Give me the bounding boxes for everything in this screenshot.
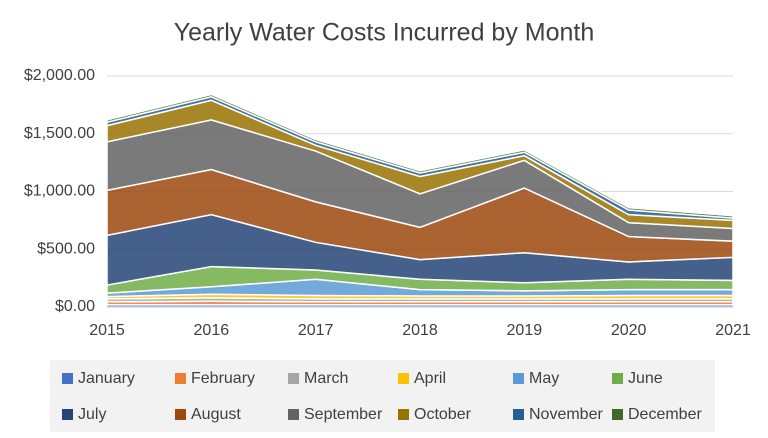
legend-swatch bbox=[288, 409, 299, 420]
legend-label: August bbox=[191, 406, 241, 423]
legend-swatch bbox=[175, 409, 186, 420]
legend-label: September bbox=[304, 406, 383, 423]
legend-swatch bbox=[62, 409, 73, 420]
chart-title: Yearly Water Costs Incurred by Month bbox=[174, 19, 595, 47]
legend-swatch bbox=[398, 373, 409, 384]
x-tick-label: 2015 bbox=[89, 322, 125, 339]
legend-label: December bbox=[628, 406, 702, 423]
legend-label: June bbox=[628, 370, 663, 387]
legend-swatch bbox=[398, 409, 409, 420]
legend-swatch bbox=[513, 409, 524, 420]
legend-swatch bbox=[62, 373, 73, 384]
y-tick-label: $1,500.00 bbox=[24, 125, 95, 142]
legend-label: April bbox=[414, 370, 446, 387]
x-tick-label: 2019 bbox=[507, 322, 543, 339]
legend-label: November bbox=[529, 406, 603, 423]
x-tick-label: 2020 bbox=[611, 322, 647, 339]
area bbox=[106, 93, 734, 219]
y-tick-label: $0.00 bbox=[55, 298, 95, 315]
legend-swatch bbox=[175, 373, 186, 384]
x-tick-label: 2021 bbox=[715, 322, 751, 339]
legend-label: March bbox=[304, 370, 348, 387]
y-tick-label: $500.00 bbox=[37, 240, 95, 257]
y-tick-label: $1,000.00 bbox=[24, 183, 95, 200]
legend-label: October bbox=[414, 406, 472, 423]
x-tick-label: 2016 bbox=[194, 322, 230, 339]
legend-label: February bbox=[191, 370, 255, 387]
x-tick-label: 2017 bbox=[298, 322, 334, 339]
legend-label: July bbox=[78, 406, 106, 423]
legend-swatch bbox=[288, 373, 299, 384]
legend-label: May bbox=[529, 370, 559, 387]
legend-label: January bbox=[78, 370, 135, 387]
legend-swatch bbox=[612, 409, 623, 420]
legend-box bbox=[50, 360, 715, 432]
legend-swatch bbox=[513, 373, 524, 384]
legend-swatch bbox=[612, 373, 623, 384]
y-tick-label: $2,000.00 bbox=[24, 67, 95, 84]
x-tick-label: 2018 bbox=[402, 322, 438, 339]
